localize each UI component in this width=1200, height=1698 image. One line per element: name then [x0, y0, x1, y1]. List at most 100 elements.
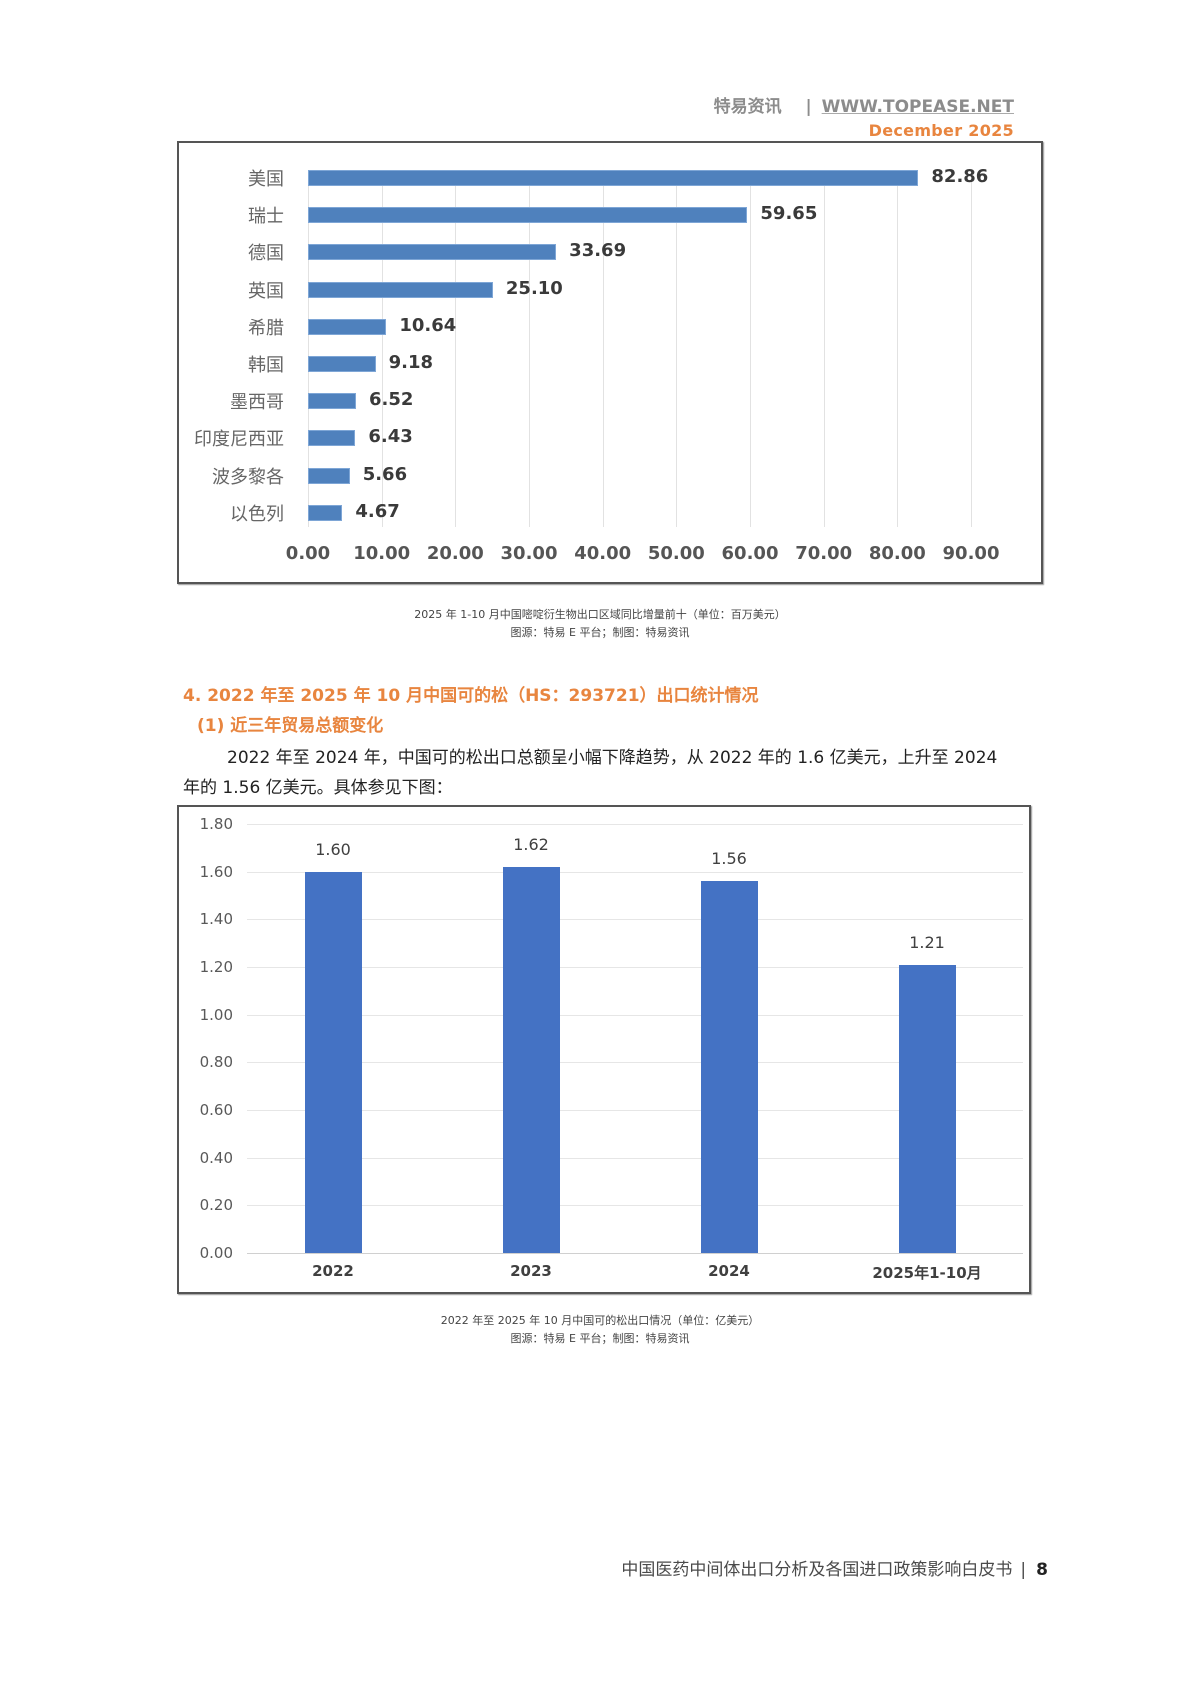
x-tick-label: 20.00: [426, 543, 484, 564]
category-label: 希腊: [248, 317, 284, 339]
bar-row: 以色列 4.67: [179, 500, 1039, 525]
gridline: [247, 824, 1023, 825]
body-paragraph: 2022 年至 2024 年，中国可的松出口总额呈小幅下降趋势，从 2022 年…: [183, 748, 998, 798]
category-label: 德国: [248, 243, 284, 265]
category-label: 英国: [248, 280, 284, 302]
category-label: 瑞士: [248, 206, 284, 228]
x-tick-label: 70.00: [795, 543, 853, 564]
y-tick-label: 1.60: [199, 862, 233, 881]
header-brand-line: 特易资讯 | WWW.TOPEASE.NET: [714, 92, 1014, 117]
gridline: [247, 1253, 1023, 1254]
x-tick-label: 40.00: [574, 543, 632, 564]
category-label: 美国: [248, 169, 284, 190]
bar: [308, 393, 357, 410]
value-label: 5.66: [362, 463, 408, 485]
gridline: [602, 173, 604, 527]
y-tick-label: 0.80: [199, 1053, 233, 1072]
gridline: [381, 173, 383, 527]
gridline: [308, 173, 309, 527]
horizontal-bar-chart: 美国 82.86 瑞士 59.65 德国 33.69 英国 25.10 希腊 10.64 韩国 9.1…: [177, 141, 1043, 584]
gridline: [247, 1110, 1023, 1111]
gridline: [247, 1062, 1023, 1064]
value-label: 1.62: [513, 834, 549, 854]
value-label: 10.64: [399, 314, 457, 336]
subsection-title: (1) 近三年贸易总额变化: [197, 716, 384, 736]
bar-row: 波多黎各 5.66: [179, 463, 1039, 488]
bar: [308, 318, 387, 335]
y-tick-label: 0.40: [199, 1148, 233, 1167]
category-label: 2023: [510, 1262, 552, 1280]
value-label: 1.56: [711, 849, 747, 869]
header-date: December 2025: [868, 121, 1014, 140]
chart1-caption-title: 2025 年 1-10 月中国嘧啶衍生物出口区域同比增量前十（单位：百万美元）: [414, 608, 786, 621]
bar-row: 墨西哥 6.52: [179, 389, 1039, 413]
value-label: 82.86: [931, 166, 989, 187]
gridline: [247, 1014, 1023, 1016]
header-separator: |: [805, 97, 812, 117]
y-tick-label: 0.20: [199, 1196, 233, 1215]
bar: [308, 207, 748, 224]
y-tick-label: 0.00: [199, 1244, 233, 1262]
x-tick-label: 90.00: [942, 543, 1000, 564]
gridline: [897, 173, 899, 527]
document-title: 中国医药中间体出口分析及各国进口政策影响白皮书: [621, 1560, 1013, 1580]
value-label: 6.52: [369, 389, 414, 411]
x-tick-label: 50.00: [647, 543, 705, 564]
bar: [308, 244, 557, 261]
category-label: 印度尼西亚: [194, 429, 284, 451]
value-label: 25.10: [505, 277, 563, 299]
footer-separator: |: [1020, 1560, 1027, 1580]
gridline: [676, 173, 678, 527]
bar: [308, 430, 356, 447]
category-label: 波多黎各: [212, 466, 284, 488]
value-label: 59.65: [760, 203, 818, 225]
bar-row: 英国 25.10: [179, 277, 1039, 302]
bar: [305, 871, 362, 1253]
bar: [308, 281, 493, 298]
gridline: [247, 967, 1023, 968]
gridline: [247, 1157, 1023, 1159]
bar: [503, 866, 560, 1253]
vertical-bar-chart: 0.00 0.20 0.40 0.60 0.80 1.00 1.20 1.40 1.60 1.80…: [177, 805, 1031, 1294]
bar-row: 美国 82.86: [179, 166, 1039, 190]
category-label: 以色列: [230, 503, 284, 525]
category-label: 2025年1-10月: [872, 1264, 982, 1282]
value-label: 6.43: [368, 426, 413, 448]
x-tick-label: 80.00: [868, 543, 926, 564]
bar: [899, 964, 956, 1253]
bar-row: 韩国 9.18: [179, 352, 1039, 376]
chart2-caption: 2022 年至 2025 年 10 月中国可的松出口情况（单位：亿美元） 图源：…: [0, 1312, 1200, 1348]
value-label: 4.67: [355, 500, 400, 522]
gridline: [247, 1205, 1023, 1207]
bar-row: 希腊 10.64: [179, 314, 1039, 339]
value-label: 1.60: [315, 839, 351, 859]
y-tick-label: 1.20: [199, 958, 233, 976]
bar: [701, 881, 758, 1253]
page-header: 特易资讯 | WWW.TOPEASE.NET December 2025: [714, 92, 1014, 140]
gridline: [247, 919, 1023, 921]
gridline: [529, 173, 530, 527]
value-label: 1.21: [909, 932, 945, 952]
bar-row: 瑞士 59.65: [179, 203, 1039, 227]
brand-name: 特易资讯: [713, 97, 782, 117]
x-tick-label: 0.00: [285, 543, 331, 564]
y-tick-label: 1.80: [199, 815, 233, 833]
bar-row: 印度尼西亚 6.43: [179, 426, 1039, 450]
y-tick-label: 1.40: [199, 910, 233, 929]
x-tick-label: 10.00: [353, 543, 411, 564]
category-label: 韩国: [248, 355, 284, 376]
website-link[interactable]: WWW.TOPEASE.NET: [821, 97, 1014, 117]
gridline: [247, 871, 1023, 873]
y-tick-label: 0.60: [199, 1101, 233, 1119]
chart2-caption-source: 图源：特易 E 平台；制图：特易资讯: [510, 1332, 690, 1345]
category-label: 2024: [708, 1262, 750, 1280]
bar-row: 德国 33.69: [179, 240, 1039, 264]
chart1-caption: 2025 年 1-10 月中国嘧啶衍生物出口区域同比增量前十（单位：百万美元） …: [0, 606, 1200, 642]
y-tick-label: 1.00: [199, 1005, 233, 1024]
chart2-caption-title: 2022 年至 2025 年 10 月中国可的松出口情况（单位：亿美元）: [440, 1314, 760, 1327]
section-title: 4. 2022 年至 2025 年 10 月中国可的松（HS：293721）出口…: [183, 686, 759, 706]
gridline: [750, 173, 751, 527]
bar: [308, 504, 343, 521]
bar: [308, 170, 919, 186]
x-tick-label: 30.00: [500, 543, 558, 564]
